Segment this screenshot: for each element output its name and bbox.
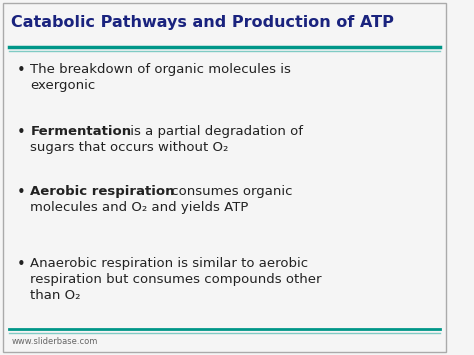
Text: respiration but consumes compounds other: respiration but consumes compounds other: [30, 273, 322, 286]
Text: •: •: [17, 257, 26, 272]
Text: than O₂: than O₂: [30, 289, 81, 302]
Text: Anaerobic respiration is similar to aerobic: Anaerobic respiration is similar to aero…: [30, 257, 309, 270]
Text: Catabolic Pathways and Production of ATP: Catabolic Pathways and Production of ATP: [11, 15, 394, 30]
Text: Fermentation: Fermentation: [30, 125, 131, 138]
Text: The breakdown of organic molecules is: The breakdown of organic molecules is: [30, 63, 291, 76]
Text: •: •: [17, 185, 26, 200]
Text: sugars that occurs without O₂: sugars that occurs without O₂: [30, 141, 228, 154]
Text: molecules and O₂ and yields ATP: molecules and O₂ and yields ATP: [30, 201, 249, 214]
Text: Aerobic respiration: Aerobic respiration: [30, 185, 175, 198]
Text: is a partial degradation of: is a partial degradation of: [126, 125, 303, 138]
Text: exergonic: exergonic: [30, 79, 96, 92]
Text: •: •: [17, 63, 26, 78]
FancyBboxPatch shape: [3, 3, 447, 352]
Text: www.sliderbase.com: www.sliderbase.com: [11, 337, 98, 346]
Text: consumes organic: consumes organic: [167, 185, 293, 198]
Text: •: •: [17, 125, 26, 140]
